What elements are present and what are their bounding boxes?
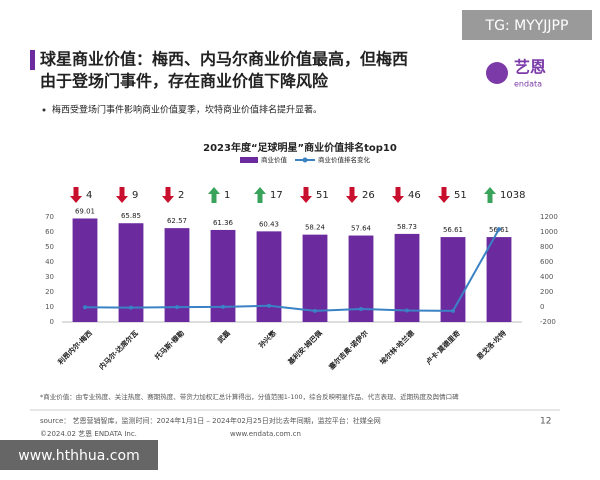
- change-arrow: [70, 187, 82, 203]
- logo: 艺恩: [514, 58, 546, 77]
- legend-swatch: [302, 157, 308, 163]
- slide-title: 球星商业价值：梅西、内马尔商业价值最高，但梅西: [40, 50, 408, 69]
- bar: [486, 237, 512, 322]
- value-label: 58.24: [305, 224, 326, 232]
- source: source： 艺恩营销智库，监测时间：2024年1月1日 – 2024年02月…: [40, 416, 381, 425]
- y-tick-label: 70: [45, 213, 54, 221]
- y2-tick-label: 1000: [540, 228, 558, 236]
- y2-tick-label: 0: [540, 303, 544, 311]
- line-point: [359, 306, 363, 311]
- line-point: [497, 227, 501, 232]
- y-tick-label: 50: [45, 243, 54, 251]
- change-label: 51: [316, 190, 329, 201]
- slide-title: 由于登场门事件，存在商业价值下降风险: [40, 72, 329, 91]
- y-tick-label: 0: [50, 318, 54, 326]
- watermark-box: [0, 440, 158, 470]
- bar: [440, 237, 466, 322]
- watermark: TG: MYYJJPP: [485, 18, 569, 34]
- title-accent: [30, 50, 35, 70]
- change-label: 1038: [500, 190, 525, 201]
- bar: [302, 234, 328, 322]
- legend-label: 商业价值排名变化: [318, 155, 371, 164]
- line-point: [221, 304, 225, 309]
- line-point: [175, 305, 179, 310]
- y-tick-label: 30: [45, 273, 54, 281]
- change-label: 17: [270, 190, 283, 201]
- y2-tick-label: 200: [540, 288, 553, 296]
- change-label: 4: [86, 190, 92, 201]
- y2-tick-label: 400: [540, 273, 553, 281]
- footnote: *商业价值：由专业热度、关注热度、赛期热度、带货力加权汇总计算得出，分值范围1-…: [40, 392, 459, 401]
- line-point: [313, 308, 317, 313]
- value-label: 58.73: [397, 223, 417, 231]
- value-label: 60.43: [259, 220, 279, 228]
- y2-tick-label: 600: [540, 258, 553, 266]
- y-tick-label: 10: [45, 303, 54, 311]
- bullet-text: 梅西受登场门事件影响商业价值夏季，坎特商业价值排名提升显著。: [52, 104, 322, 116]
- page-number: 12: [540, 417, 551, 427]
- value-label: 57.64: [351, 225, 372, 233]
- change-label: 2: [178, 190, 184, 201]
- line-point: [267, 303, 271, 308]
- legend-label: 商业价值: [261, 155, 288, 164]
- change-arrow: [438, 187, 450, 203]
- line: [84, 228, 500, 312]
- value-label: 62.57: [167, 217, 187, 225]
- bar: [72, 218, 98, 322]
- y-tick-label: 20: [45, 288, 54, 296]
- change-arrow: [116, 187, 128, 203]
- website: www.endata.com.cn: [230, 430, 301, 438]
- line-point: [405, 308, 409, 313]
- line-point: [451, 308, 455, 313]
- legend-swatch: [240, 157, 258, 163]
- y2-tick-label: 800: [540, 243, 553, 251]
- value-label: 61.36: [213, 219, 234, 227]
- change-label: 46: [408, 190, 421, 201]
- change-arrow: [254, 187, 266, 203]
- y2-tick-label: -200: [540, 318, 556, 326]
- change-arrow: [484, 187, 496, 203]
- change-label: 26: [362, 190, 375, 201]
- bar: [256, 231, 282, 322]
- chart-title: 2023年度“足球明星”商业价值排名top10: [203, 141, 397, 154]
- value-label: 69.01: [75, 207, 95, 215]
- logo-sub: endata: [514, 80, 542, 89]
- change-arrow: [162, 187, 174, 203]
- change-arrow: [346, 187, 358, 203]
- change-label: 9: [132, 190, 138, 201]
- value-label: 65.85: [121, 212, 141, 220]
- y2-tick-label: 1200: [540, 213, 558, 221]
- change-arrow: [392, 187, 404, 203]
- change-arrow: [300, 187, 312, 203]
- value-label: 56.61: [443, 226, 463, 234]
- y-tick-label: 60: [45, 228, 54, 236]
- watermark: www.hthhua.com: [18, 448, 139, 464]
- change-label: 51: [454, 190, 467, 201]
- change-label: 1: [224, 190, 230, 201]
- line-point: [83, 305, 87, 310]
- change-arrow: [208, 187, 220, 203]
- bar: [394, 233, 420, 322]
- y-tick-label: 40: [45, 258, 54, 266]
- copyright: ©2024.02 艺恩 ENDATA Inc.: [40, 430, 137, 438]
- bullet-dot: [42, 108, 46, 112]
- line-point: [129, 305, 133, 310]
- watermark-box: [462, 10, 592, 40]
- logo-icon: [486, 62, 508, 84]
- bar: [118, 223, 144, 322]
